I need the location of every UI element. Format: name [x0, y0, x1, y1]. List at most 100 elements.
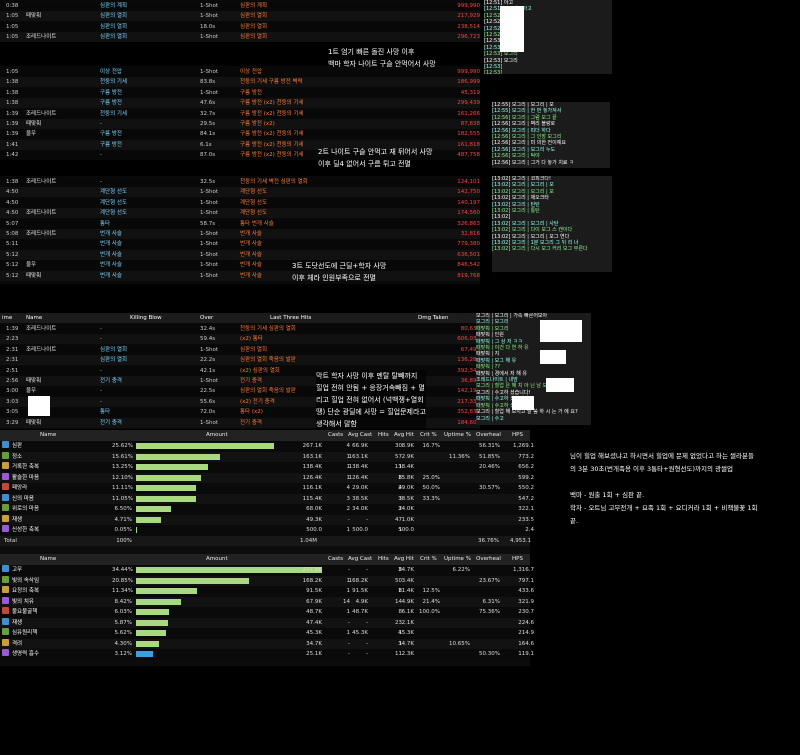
heal-cell: 1 — [346, 464, 351, 470]
ability-name: 격려 — [12, 640, 23, 647]
ability-name: 활슬한 마음 — [12, 474, 40, 481]
heal-row: 신성한 축복 0.05% 500.0 1 500.0 1 500.0 2.4 — [0, 525, 534, 536]
row-killing-blow: 심판의 열회 — [100, 13, 128, 20]
row-killing-blow: 구름 방전 — [100, 100, 122, 107]
chat-line: [12:53] 모그리 — [484, 57, 518, 64]
row-time: 1:05 — [6, 69, 19, 75]
chat-line: [12:52] — [484, 12, 503, 19]
row-last-hits: 심판의 열회 — [240, 23, 268, 30]
amount-bar — [136, 464, 208, 470]
row-last-hits: 번개 사슬 — [240, 251, 262, 258]
heal-row: 빛의 속삭임 20.85% 168.2K 1 168.2K 50 3.4K 23.67% 797… — [0, 575, 534, 586]
heal-cell: 2 — [346, 506, 351, 512]
row-dmg-taken: 186,999 — [457, 79, 480, 86]
ability-name: 요정의 축복 — [12, 588, 40, 594]
heal-header-cell: Crit % — [420, 432, 437, 438]
log-row: 2:31 심판의 열회 22.2s 심판의 열회 죽음의 발판 136,284 — [0, 355, 480, 366]
row-over: 1-Shot — [200, 34, 218, 41]
row-over: 32.4s — [200, 326, 216, 332]
note-attempt-3: 3트 도닷선도에 근딜+학자 사망 이후 체라 인원부족으로 전멸 — [292, 262, 387, 282]
heal-row: 격려 4.30% 34.7K - -1 34.7K 10.65% 164.6 — [0, 638, 534, 649]
heal-cell: 4 — [346, 485, 351, 491]
redaction-box — [500, 6, 524, 52]
log-row: 5:12 울우 번개 사슬 1-Shot 번개 사슬 846,542 — [0, 260, 480, 271]
heal-cell: 50 — [395, 577, 402, 584]
chat-line: [13:02] 모그리 | 1분 모그리 그 뒤 리 너 — [492, 240, 579, 247]
row-name: 때맞춰 — [26, 121, 42, 127]
row-over: 1-Shot — [200, 378, 218, 384]
ability-percent: 12.10% — [112, 474, 133, 481]
row-time: 3:29 — [6, 419, 19, 426]
row-last-hits: 심판의 열회 죽음의 발판 — [240, 388, 296, 395]
heal-cell: 15.8K — [398, 474, 414, 481]
row-killing-blow: 계단형 선도 — [100, 210, 128, 217]
row-time: 4:50 — [6, 210, 19, 217]
heal-cell: 21.4% — [422, 598, 440, 605]
log-row: 0:38 심판의 계획 1-Shot 심판의 계획 999,990 — [0, 1, 480, 11]
amount-bar — [136, 453, 221, 460]
amount-bar — [136, 567, 322, 573]
amount-bar — [136, 506, 172, 512]
heal-cell: 3 — [346, 495, 351, 502]
heal-cell: 38.5K — [352, 495, 368, 502]
log-row: 4:50 조레드나이트 계단형 선도 1-Shot 계단형 선도 174,560 — [0, 208, 480, 219]
heal-header: Name Amount Casts Avg Cast Hits Avg Hit Crit %… — [0, 430, 530, 441]
row-time: 1:05 — [6, 13, 19, 20]
ability-name: 고무 — [12, 567, 23, 573]
row-killing-blow: 번개 사슬 — [100, 262, 122, 269]
heal-cell: 1,269.1 — [513, 443, 534, 449]
heal-row: 재생 5.87% 47.4K - - 23 2.1K 224.6 — [0, 617, 534, 628]
row-killing-blow: - — [100, 367, 102, 374]
row-last-hits: 계단형 선도 — [240, 199, 268, 206]
death-log-3: 1:38 조레드나이트 - 32.5s 천둥의 기세 벽전 심판의 열회 124,101 4… — [0, 176, 480, 284]
log-row: 4:50 계단형 선도 1-Shot 계단형 선도 140,197 — [0, 197, 480, 208]
row-dmg-taken: 352,839 — [457, 409, 480, 416]
row-time: 2:31 — [6, 357, 19, 364]
ability-name: 빛의 치유 — [12, 598, 34, 605]
row-over: 1-Shot — [200, 251, 218, 258]
row-last-hits: 심판의 열회 — [240, 346, 268, 353]
ability-name: 신성한 축복 — [12, 527, 40, 533]
chat-line: [13:02] 모그리 | 탄탄 — [492, 201, 540, 208]
header-dmg: Dmg Taken — [418, 315, 449, 321]
heal-cell: - — [348, 619, 350, 626]
row-dmg-taken: 487,758 — [457, 152, 480, 159]
ability-icon — [2, 441, 9, 448]
chat-line: [12:56] 모그리 | 그럼 모그 끝 — [492, 114, 557, 121]
heal-cell: 48.7K — [306, 609, 322, 615]
heal-cell: 49.3K — [306, 516, 322, 523]
ability-percent: 3.12% — [114, 651, 132, 657]
death-log-2: 1:05 이상 전압 1-Shot 이상 전압 999,990 1:38 천둥의 기세 83.… — [0, 66, 480, 161]
heal-header-cell: Hits — [378, 556, 389, 562]
row-time: 5:11 — [6, 241, 19, 248]
row-last-hits: 통타 번개 사슬 — [240, 220, 274, 227]
ability-name: 불요불굴책 — [12, 609, 38, 615]
ability-percent: 15.61% — [112, 453, 133, 460]
heal-cell: 23 — [395, 619, 402, 626]
row-last-hits: 구름 방전 (x2) 천둥의 기세 — [240, 100, 304, 107]
row-over: 1-Shot — [200, 262, 218, 269]
row-time: 1:38 — [6, 179, 19, 185]
log-header: ime Name Killing Blow Over Last Three Hits Dm… — [0, 313, 480, 323]
chat-line: [13:02] 모그리 | 모그리 | 모그 연다 — [492, 233, 570, 240]
row-dmg-taken: 80,639 — [460, 326, 480, 332]
heal-cell: - — [348, 516, 350, 523]
heal-cell: 1 — [346, 609, 351, 615]
row-killing-blow: - — [100, 179, 102, 185]
heal-cell: - — [366, 619, 368, 626]
row-dmg-taken: 87,838 — [460, 121, 480, 127]
row-dmg-taken: 140,197 — [457, 199, 480, 206]
row-dmg-taken: 142,197 — [457, 388, 480, 395]
row-killing-blow: 계단형 선도 — [100, 189, 128, 196]
chat-line: [13:02] 모그리 | 코피크다! — [492, 176, 551, 182]
row-over: 83.8s — [200, 79, 216, 86]
chat-line: 조레드나이트 | 내맘 — [476, 377, 518, 384]
row-over: 1-Shot — [200, 241, 218, 248]
amount-bar — [136, 609, 169, 615]
ability-percent: 11.34% — [112, 588, 133, 594]
log-row: 3:29 때맞춰 전기 충격 1-Shot 전기 충격 184,605 — [0, 417, 480, 428]
row-over: 1-Shot — [200, 419, 218, 426]
row-over: 6.1s — [200, 141, 212, 148]
heal-cell: 1 — [398, 630, 403, 636]
chat-line: [12:52] — [484, 25, 503, 32]
